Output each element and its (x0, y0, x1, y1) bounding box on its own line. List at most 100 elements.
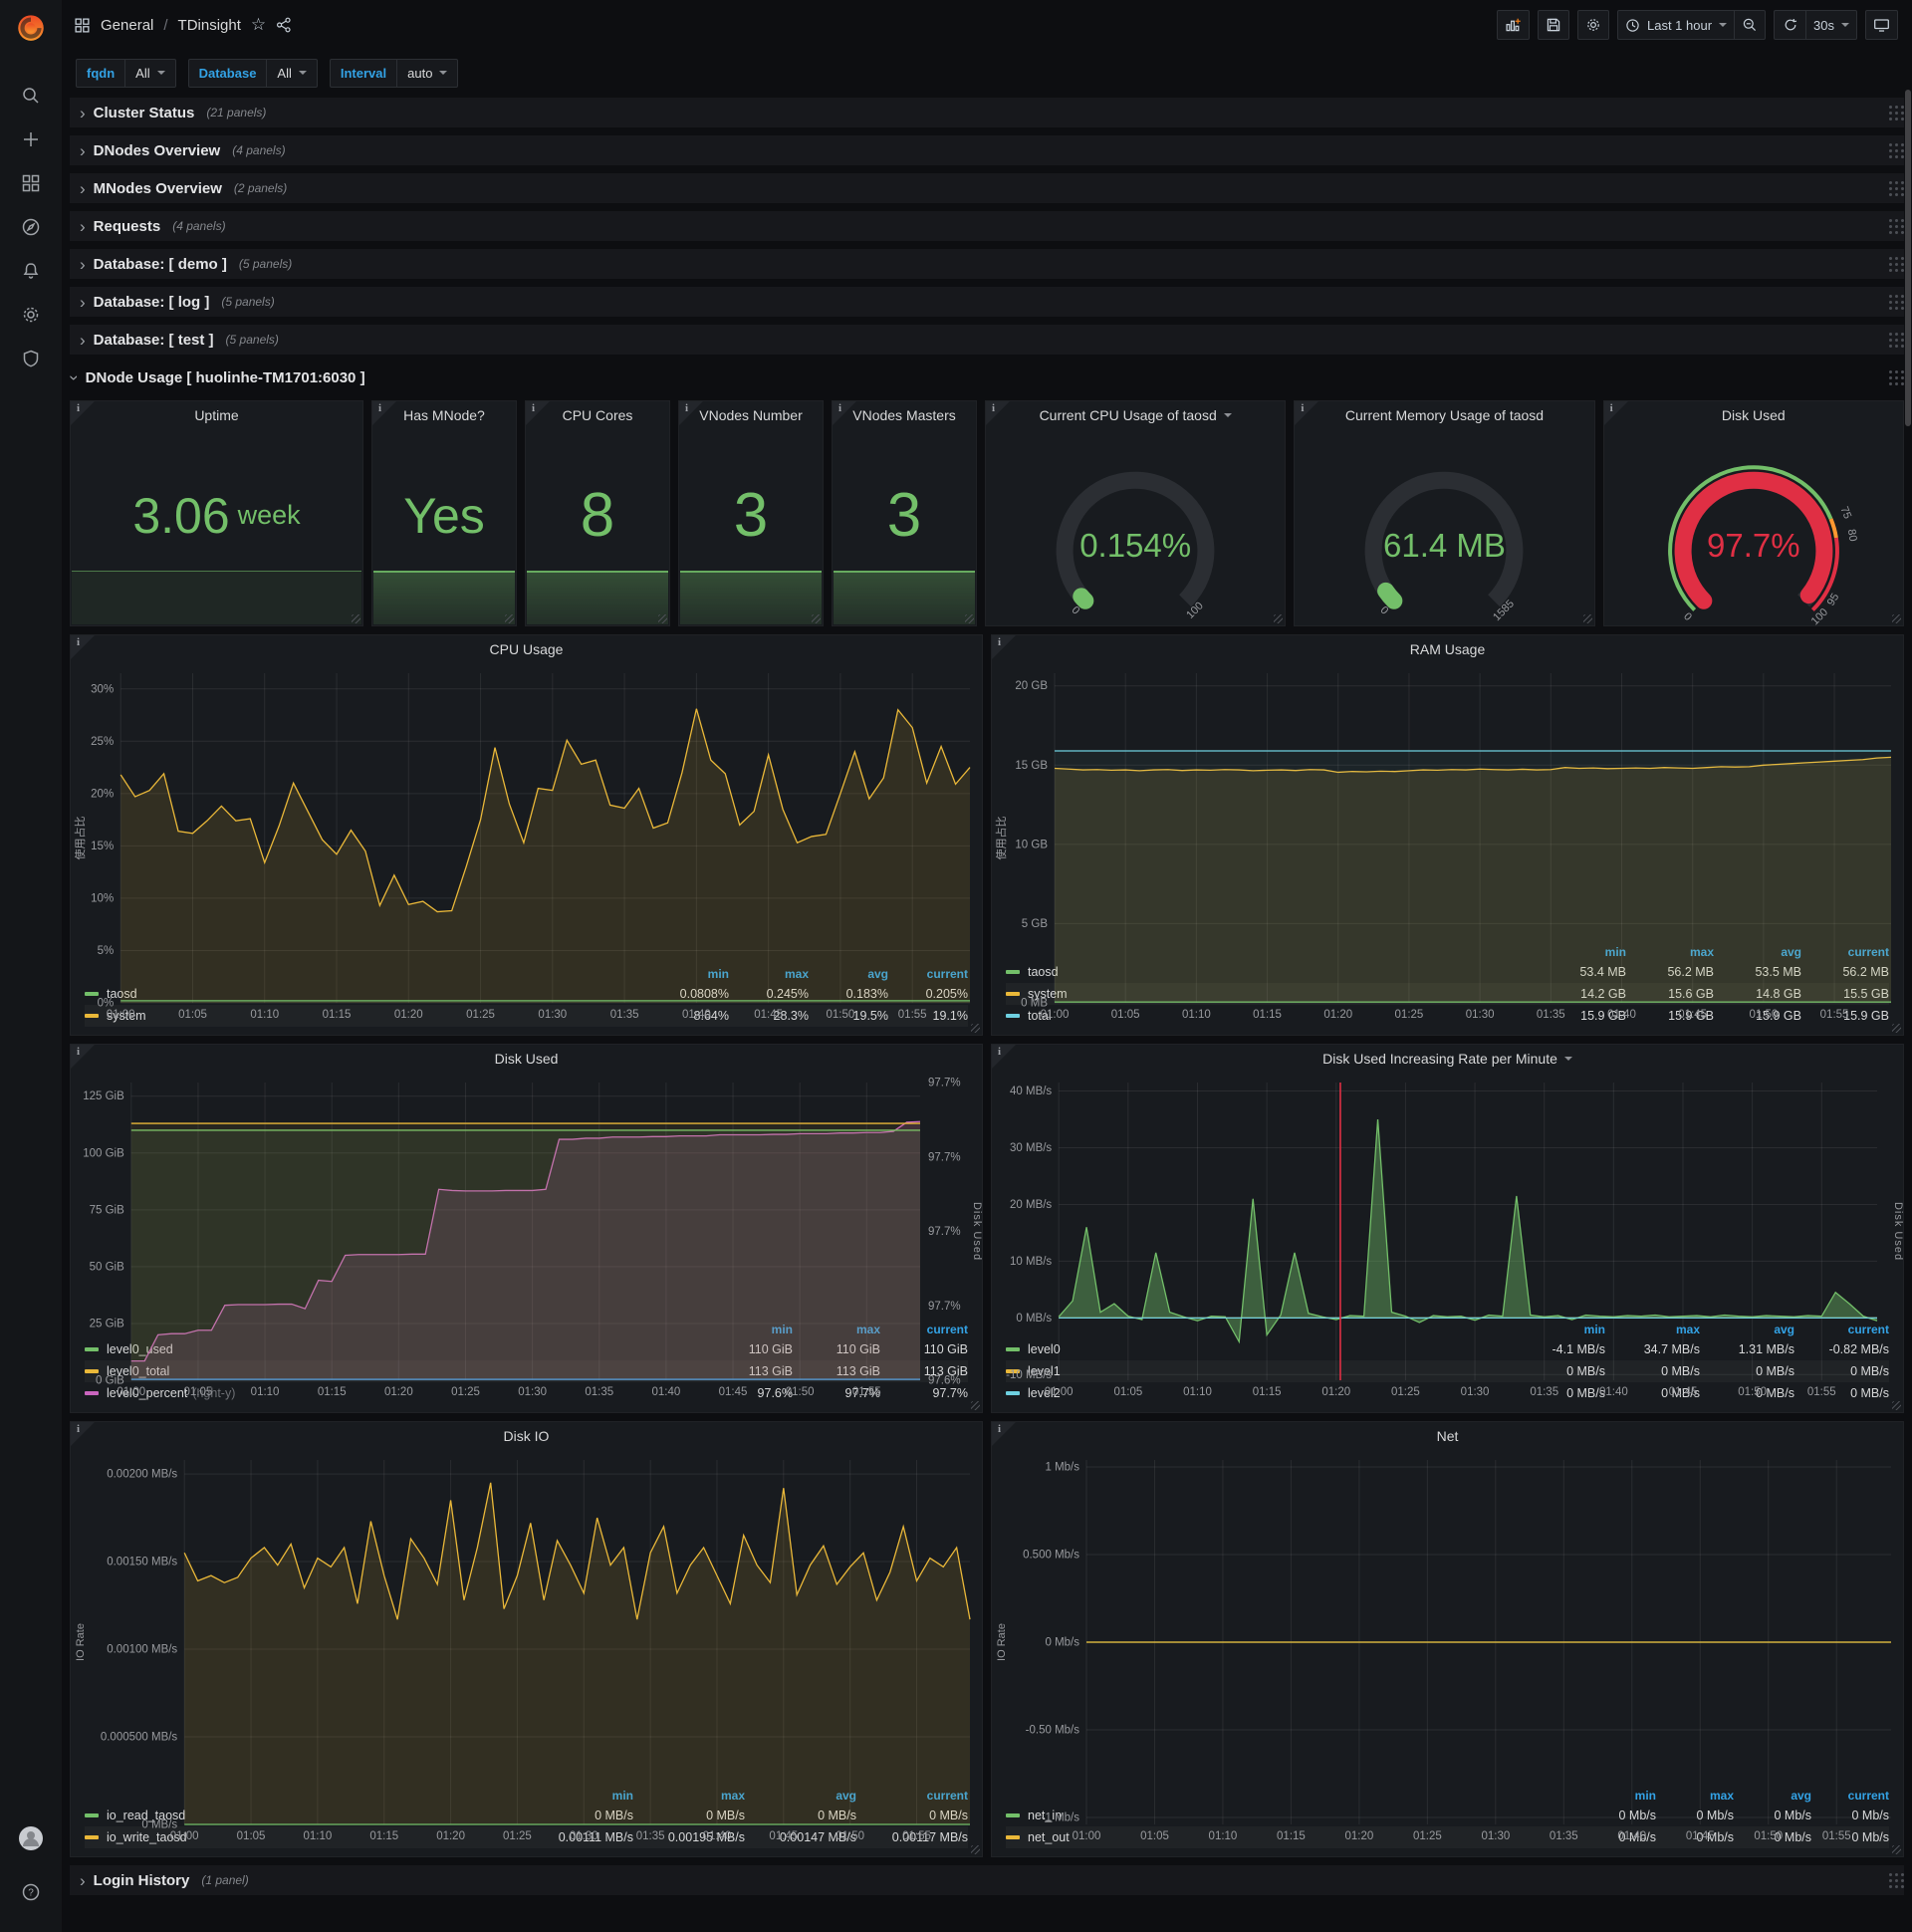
legend-column-avg[interactable]: avg (1791, 1788, 1811, 1803)
row-database-test[interactable]: › Database: [ test ] (5 panels) (70, 325, 1904, 355)
row-drag-handle[interactable] (1889, 257, 1892, 260)
panel-title[interactable]: Has MNode? (403, 407, 485, 423)
panel-resize-handle[interactable] (1582, 614, 1592, 623)
row-dnode-usage[interactable]: › DNode Usage [ huolinhe-TM1701:6030 ] (65, 362, 1904, 392)
panel-title[interactable]: Disk IO (503, 1428, 550, 1444)
panel-title[interactable]: CPU Cores (562, 407, 633, 423)
panel-resize-handle[interactable] (1892, 1024, 1901, 1033)
variable-fqdn-value[interactable]: All (125, 58, 176, 88)
grafana-logo-icon[interactable] (14, 10, 48, 44)
row-mnodes-overview[interactable]: › MNodes Overview (2 panels) (70, 173, 1904, 203)
row-database-demo[interactable]: › Database: [ demo ] (5 panels) (70, 249, 1904, 279)
legend-series-name[interactable]: level0 (1028, 1342, 1061, 1356)
gauge-canvas[interactable]: 0.154% 0 100 (986, 429, 1285, 625)
gauge-canvas[interactable]: 97.7% 0 75 80 95 100 (1604, 429, 1903, 627)
panel-title[interactable]: Disk Used (494, 1051, 559, 1067)
legend-column-max[interactable]: max (1709, 1788, 1734, 1803)
panel-info-corner[interactable] (679, 401, 703, 425)
legend-column-min[interactable]: min (611, 1788, 633, 1803)
panel-title[interactable]: Net (1436, 1428, 1459, 1444)
legend-swatch[interactable] (1006, 1391, 1020, 1395)
panel-info-corner[interactable] (986, 401, 1010, 425)
chart-canvas[interactable]: 0% 5% 10% 15% 20% 25% 30% 01:00 01:05 01:10 01:15 0… (71, 663, 982, 1021)
chart-canvas[interactable]: 0 MB 5 GB 10 GB 15 GB 20 GB 01:00 01:05 01:10 01… (992, 663, 1903, 1021)
panel-title[interactable]: RAM Usage (1409, 641, 1486, 657)
breadcrumb-section[interactable]: General (101, 16, 154, 34)
legend-column-avg[interactable]: avg (1774, 1322, 1794, 1336)
panel-info-corner[interactable] (71, 401, 95, 425)
row-login-history[interactable]: › Login History (1 panel) (70, 1865, 1904, 1895)
panel-title[interactable]: Uptime (194, 407, 239, 423)
legend-column-max[interactable]: max (855, 1322, 880, 1336)
row-drag-handle[interactable] (1889, 1873, 1892, 1876)
legend-column-min[interactable]: min (771, 1322, 793, 1336)
add-panel-button[interactable] (1496, 10, 1530, 40)
legend-series-name[interactable]: level0_percent (107, 1386, 188, 1400)
refresh-interval-picker[interactable]: 30s (1805, 10, 1857, 40)
row-drag-handle[interactable] (1889, 106, 1892, 109)
panel-title[interactable]: Current CPU Usage of taosd (986, 401, 1285, 429)
legend-series-name[interactable]: level2 (1028, 1386, 1061, 1400)
legend-column-min[interactable]: min (1583, 1322, 1605, 1336)
create-plus-icon[interactable] (8, 118, 54, 161)
panel-resize-handle[interactable] (965, 614, 974, 623)
zoom-out-time-button[interactable] (1734, 10, 1767, 40)
legend-series-name[interactable]: system (107, 1009, 146, 1023)
legend-column-avg[interactable]: avg (1781, 944, 1801, 959)
panel-resize-handle[interactable] (658, 614, 667, 623)
save-dashboard-button[interactable] (1537, 10, 1569, 40)
chart-canvas[interactable]: 0 MB/s 0.000500 MB/s 0.00100 MB/s 0.00150 M… (71, 1450, 982, 1842)
legend-series-name[interactable]: level0_used (107, 1342, 173, 1356)
legend-column-max[interactable]: max (1675, 1322, 1700, 1336)
legend-series-name[interactable]: io_write_taosd (107, 1830, 187, 1844)
row-drag-handle[interactable] (1889, 370, 1892, 373)
row-drag-handle[interactable] (1889, 143, 1892, 146)
server-admin-shield-icon[interactable] (8, 337, 54, 380)
share-icon[interactable] (276, 17, 292, 33)
alerting-bell-icon[interactable] (8, 249, 54, 293)
panel-title[interactable]: Current Memory Usage of taosd (1344, 407, 1545, 423)
legend-column-current[interactable]: current (1847, 1788, 1889, 1803)
panel-title[interactable]: Disk Used (1721, 407, 1786, 423)
scrollbar-thumb[interactable] (1905, 90, 1911, 426)
explore-compass-icon[interactable] (8, 205, 54, 249)
dashboards-icon[interactable] (8, 161, 54, 205)
chart-canvas[interactable]: -10 MB/s 0 MB/s 10 MB/s 20 MB/s 30 MB/s 40 MB… (992, 1073, 1904, 1398)
legend-series-name[interactable]: system (1028, 987, 1068, 1001)
variable-database-value[interactable]: All (267, 58, 318, 88)
legend-swatch[interactable] (85, 1813, 99, 1817)
row-drag-handle[interactable] (1889, 295, 1892, 298)
legend-swatch[interactable] (85, 992, 99, 996)
legend-column-avg[interactable]: avg (836, 1788, 856, 1803)
panel-info-corner[interactable] (833, 401, 856, 425)
help-icon[interactable]: ? (8, 1870, 54, 1914)
panel-info-corner[interactable] (526, 401, 550, 425)
panel-info-corner[interactable] (1603, 401, 1628, 425)
time-range-picker[interactable]: Last 1 hour (1616, 10, 1735, 40)
panel-info-corner[interactable] (1295, 401, 1319, 425)
legend-column-current[interactable]: current (926, 1788, 968, 1803)
legend-swatch[interactable] (1006, 1014, 1020, 1018)
legend-swatch[interactable] (85, 1835, 99, 1839)
panel-title[interactable]: CPU Usage (489, 641, 564, 657)
panel-resize-handle[interactable] (1892, 1845, 1901, 1854)
panel-info-corner[interactable] (71, 1422, 95, 1446)
panel-info-corner[interactable] (372, 401, 396, 425)
row-cluster-status[interactable]: › Cluster Status (21 panels) (70, 98, 1904, 127)
legend-column-min[interactable]: min (707, 966, 729, 981)
legend-column-min[interactable]: min (1604, 944, 1626, 959)
legend-column-max[interactable]: max (720, 1788, 745, 1803)
variable-interval-value[interactable]: auto (397, 58, 459, 88)
panel-info-corner[interactable] (992, 1045, 1016, 1069)
panel-info-corner[interactable] (71, 1045, 95, 1069)
refresh-button[interactable] (1774, 10, 1806, 40)
panel-title[interactable]: VNodes Number (699, 407, 803, 423)
row-drag-handle[interactable] (1889, 333, 1892, 336)
legend-swatch[interactable] (1006, 1347, 1020, 1351)
panel-resize-handle[interactable] (1891, 614, 1901, 623)
panel-resize-handle[interactable] (1274, 614, 1284, 623)
user-avatar[interactable] (8, 1816, 54, 1860)
chart-canvas[interactable]: 0 GiB 25 GiB 50 GiB 75 GiB 100 GiB 125 GiB 01:… (71, 1073, 983, 1399)
legend-swatch[interactable] (1006, 1813, 1020, 1817)
panel-resize-handle[interactable] (505, 614, 514, 623)
